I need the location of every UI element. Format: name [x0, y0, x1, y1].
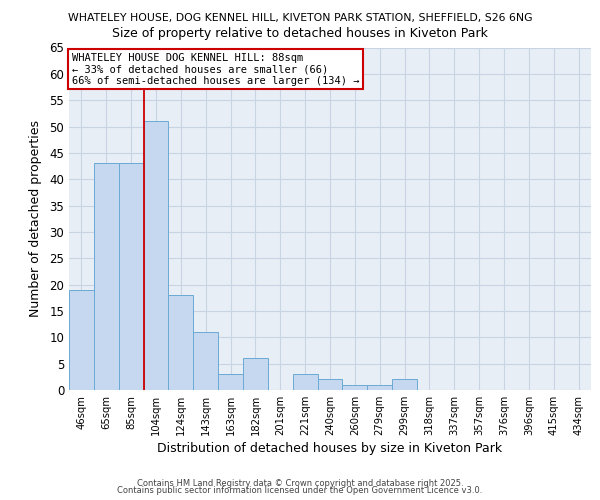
- Text: Size of property relative to detached houses in Kiveton Park: Size of property relative to detached ho…: [112, 28, 488, 40]
- X-axis label: Distribution of detached houses by size in Kiveton Park: Distribution of detached houses by size …: [157, 442, 503, 455]
- Bar: [317, 380, 343, 390]
- Bar: [243, 358, 268, 390]
- Text: WHATELEY HOUSE, DOG KENNEL HILL, KIVETON PARK STATION, SHEFFIELD, S26 6NG: WHATELEY HOUSE, DOG KENNEL HILL, KIVETON…: [68, 12, 532, 22]
- Text: WHATELEY HOUSE DOG KENNEL HILL: 88sqm
← 33% of detached houses are smaller (66)
: WHATELEY HOUSE DOG KENNEL HILL: 88sqm ← …: [71, 52, 359, 86]
- Y-axis label: Number of detached properties: Number of detached properties: [29, 120, 43, 318]
- Bar: [367, 384, 392, 390]
- Bar: [193, 332, 218, 390]
- Text: Contains public sector information licensed under the Open Government Licence v3: Contains public sector information licen…: [118, 486, 482, 495]
- Bar: [69, 290, 94, 390]
- Bar: [94, 164, 119, 390]
- Bar: [392, 380, 417, 390]
- Bar: [293, 374, 317, 390]
- Bar: [343, 384, 367, 390]
- Bar: [218, 374, 243, 390]
- Bar: [169, 295, 193, 390]
- Bar: [143, 122, 169, 390]
- Text: Contains HM Land Registry data © Crown copyright and database right 2025.: Contains HM Land Registry data © Crown c…: [137, 478, 463, 488]
- Bar: [119, 164, 143, 390]
